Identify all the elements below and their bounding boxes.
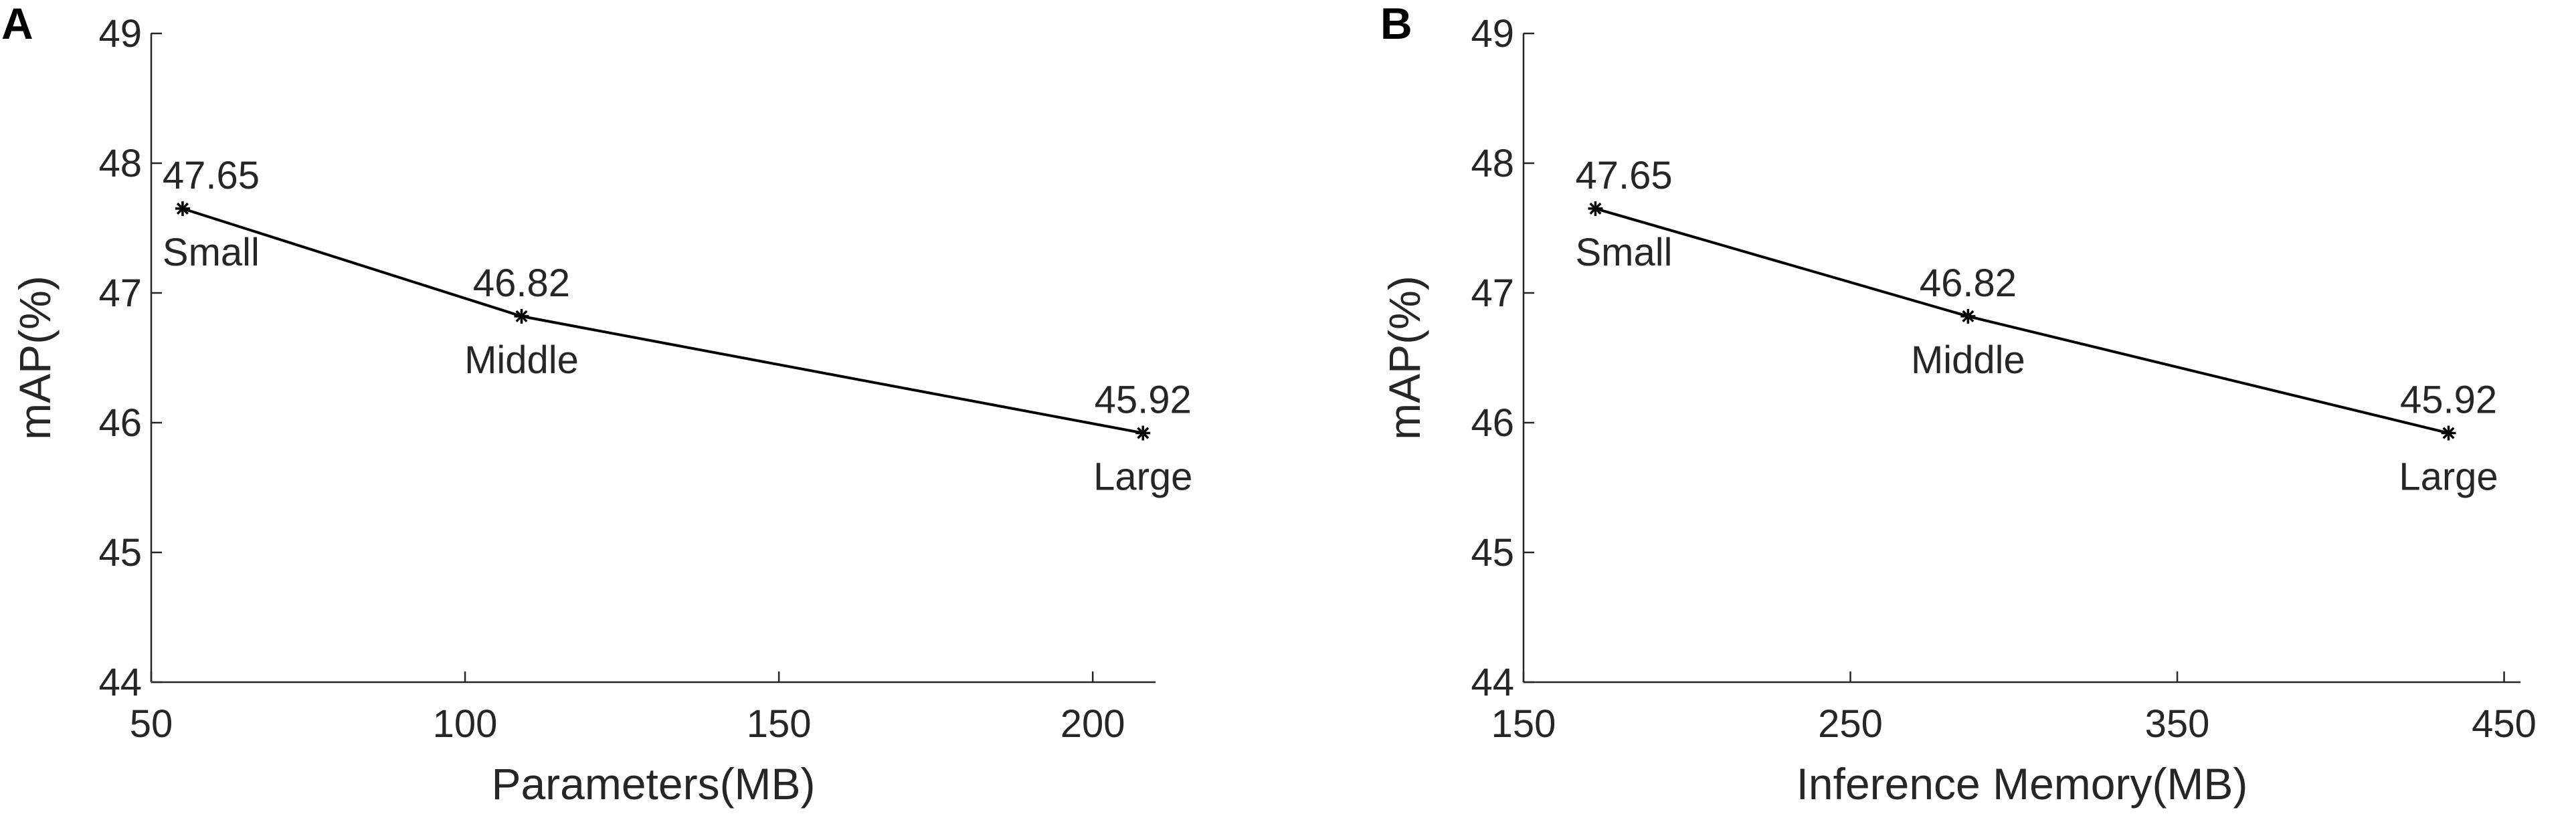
series-line: [182, 207, 1143, 435]
y-tick-label: 47: [98, 272, 142, 315]
data-value-label: 46.82: [1920, 262, 2017, 305]
x-tick-label: 200: [1061, 702, 1125, 746]
y-axis-label: mAP(%): [10, 276, 60, 440]
marker-stroke: [1962, 310, 1974, 322]
x-tick-label: 150: [747, 702, 812, 746]
y-tick-label: 45: [1471, 531, 1514, 574]
x-axis-label: Parameters(MB): [491, 759, 815, 809]
x-axis-label: Inference Memory(MB): [1797, 759, 2248, 809]
panel-letter: B: [1380, 0, 1412, 48]
data-value-label: 45.92: [2400, 379, 2497, 422]
y-tick-label: 46: [98, 401, 142, 445]
data-value-label: 46.82: [473, 262, 570, 305]
x-tick-label: 450: [2472, 702, 2537, 746]
chart-panel-b: B 44 45 46 47 48 49 150 250 350 450 Inference Memor…: [1380, 0, 2537, 809]
y-tick-label: 44: [1471, 661, 1514, 704]
marker-stroke: [2442, 427, 2455, 439]
data-point-marker: [514, 308, 529, 324]
y-tick-label: 44: [98, 661, 142, 704]
point-name-label: Small: [163, 231, 260, 274]
data-value-label: 47.65: [163, 154, 260, 197]
point-name-label: Middle: [464, 338, 579, 382]
y-tick-label: 49: [1471, 12, 1514, 56]
series-line: [1594, 207, 2449, 435]
y-tick-label: 46: [1471, 401, 1514, 445]
marker-stroke: [515, 310, 528, 322]
data-point-marker: [1135, 425, 1151, 441]
x-tick-label: 100: [433, 702, 498, 746]
data-value-label: 45.92: [1095, 379, 1192, 422]
point-name-label: Middle: [1911, 338, 2025, 382]
x-tick-label: 250: [1818, 702, 1883, 746]
data-value-label: 47.65: [1575, 154, 1672, 197]
point-name-label: Small: [1575, 231, 1672, 274]
point-name-label: Large: [2399, 455, 2498, 499]
y-tick-label: 48: [98, 142, 142, 185]
chart-panel-a: A 44 45 46 47 48 49 50 100 150 200 Parameters(MB) mA…: [1, 0, 1192, 809]
y-tick-label: 49: [98, 12, 142, 56]
data-point-marker: [1960, 308, 1976, 324]
y-tick-label: 47: [1471, 272, 1514, 315]
point-name-label: Large: [1093, 455, 1192, 499]
marker-stroke: [176, 202, 189, 215]
y-tick-label: 48: [1471, 142, 1514, 185]
x-tick-label: 150: [1491, 702, 1556, 746]
data-point-marker: [175, 201, 190, 216]
x-tick-label: 350: [2145, 702, 2210, 746]
y-axis-label: mAP(%): [1380, 276, 1429, 440]
data-point-marker: [2441, 425, 2456, 441]
marker-stroke: [1137, 427, 1149, 439]
marker-stroke: [1589, 202, 1602, 215]
data-point-marker: [1588, 201, 1603, 216]
panel-letter: A: [1, 0, 33, 48]
y-tick-label: 45: [98, 531, 142, 574]
x-tick-label: 50: [130, 702, 173, 746]
